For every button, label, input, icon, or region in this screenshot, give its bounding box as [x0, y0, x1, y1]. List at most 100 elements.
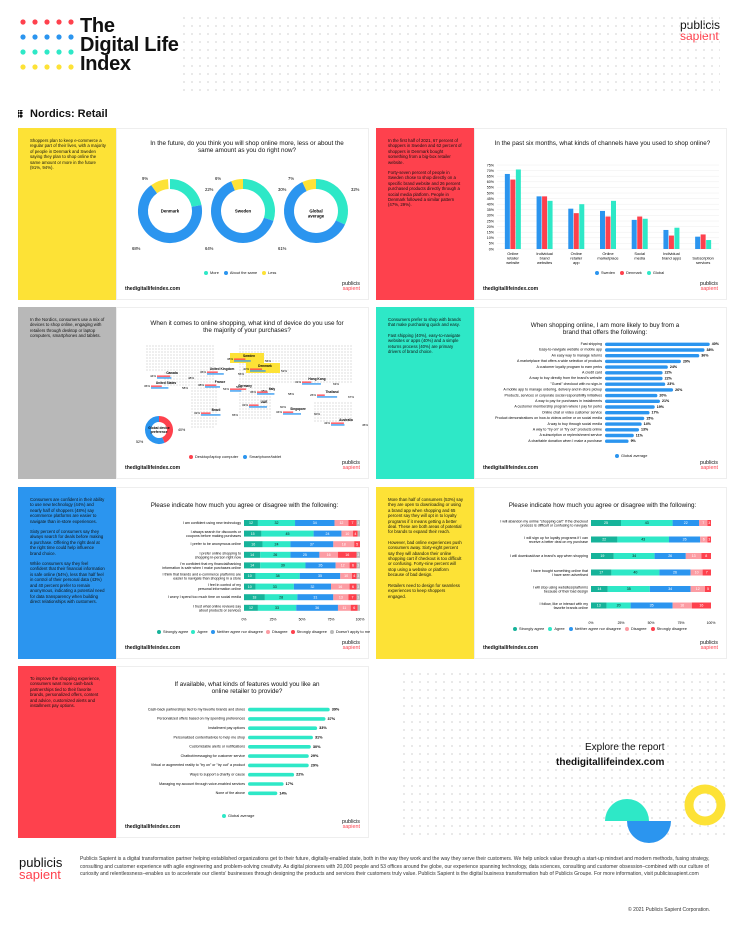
map-dot	[185, 378, 187, 380]
map-dot	[305, 345, 307, 347]
segment-value: 32	[274, 521, 278, 525]
map-dot	[284, 378, 286, 380]
map-dot	[254, 375, 256, 377]
map-dot	[185, 345, 187, 347]
map-dot	[308, 360, 310, 362]
map-dot	[254, 351, 256, 353]
map-dot	[242, 405, 244, 407]
y-tick-label: 65%	[487, 175, 495, 179]
map-dot	[284, 369, 286, 371]
bar-segment	[260, 551, 291, 558]
map-dot	[248, 351, 250, 353]
map-dot	[338, 351, 340, 353]
map-dot	[329, 378, 331, 380]
channels-bar-chart: 0%5%10%15%20%25%30%35%40%45%50%55%60%65%…	[487, 163, 719, 265]
segment-value: 16	[699, 604, 703, 608]
segment-value: 8	[705, 554, 707, 558]
map-dot	[164, 372, 166, 374]
segment-value: 34	[313, 521, 317, 525]
map-dot	[185, 375, 187, 377]
map-dot	[320, 357, 322, 359]
map-dot	[284, 348, 286, 350]
bar-segment	[255, 573, 300, 579]
map-dot	[212, 357, 214, 359]
map-dot	[161, 351, 163, 353]
bar-segment	[591, 602, 607, 609]
map-dot	[200, 372, 202, 374]
map-dot	[284, 351, 286, 353]
map-dot	[329, 420, 331, 422]
map-dot	[326, 375, 328, 377]
bar-desktop	[157, 375, 171, 377]
map-dot	[272, 357, 274, 359]
map-dot	[308, 369, 310, 371]
axis-tick: 100%	[707, 621, 716, 625]
map-dot	[179, 381, 181, 383]
map-dot	[320, 378, 322, 380]
map-dot	[302, 354, 304, 356]
map-dot	[245, 411, 247, 413]
segment-value: 36	[315, 606, 319, 610]
map-dot	[257, 414, 259, 416]
map-dot	[200, 426, 202, 428]
map-dot	[239, 414, 241, 416]
bar-segment	[333, 594, 349, 601]
map-dot	[248, 414, 250, 416]
map-dot	[332, 345, 334, 347]
map-dot	[197, 402, 199, 404]
section-marker	[18, 110, 23, 118]
map-dot	[194, 393, 196, 395]
map-dot	[344, 405, 346, 407]
highlight-box	[230, 353, 264, 363]
map-dot	[209, 345, 211, 347]
map-dot	[350, 411, 352, 413]
segment-value: 40	[633, 571, 637, 575]
map-dot	[251, 345, 253, 347]
map-dot	[194, 399, 196, 401]
map-dot	[200, 381, 202, 383]
map-dot	[347, 417, 349, 419]
map-dot	[332, 369, 334, 371]
explore-link[interactable]: thedigitallifeindex.com	[556, 757, 665, 768]
map-dot	[317, 405, 319, 407]
map-dot	[347, 381, 349, 383]
map-dot	[185, 354, 187, 356]
segment-value: 6	[703, 538, 705, 542]
map-dot	[257, 348, 259, 350]
segment-value: 12	[249, 606, 253, 610]
value-label: 37%	[328, 717, 336, 721]
map-dot	[179, 354, 181, 356]
segment-value: 12	[249, 521, 253, 525]
logo-dot	[32, 64, 38, 70]
map-dot	[215, 399, 217, 401]
bar	[668, 235, 674, 249]
bar-segment	[591, 553, 614, 559]
map-dot	[278, 348, 280, 350]
map-dot	[323, 375, 325, 377]
map-dot	[284, 363, 286, 365]
map-dot	[320, 372, 322, 374]
value-desktop: 43%	[324, 421, 330, 425]
map-dot	[212, 408, 214, 410]
map-dot	[206, 408, 208, 410]
map-dot	[323, 354, 325, 356]
bar-segment	[244, 551, 261, 558]
segment-value: 43	[641, 538, 645, 542]
map-dot	[170, 363, 172, 365]
map-dot	[335, 378, 337, 380]
map-dot	[173, 354, 175, 356]
map-dot	[215, 411, 217, 413]
map-dot	[260, 348, 262, 350]
map-dot	[194, 384, 196, 386]
map-dot	[269, 396, 271, 398]
map-dot	[344, 357, 346, 359]
y-tick-label: 25%	[487, 219, 495, 223]
map-dot	[257, 399, 259, 401]
category-label: Virtual or augmented reality to "try on"…	[151, 763, 245, 767]
map-dot	[203, 417, 205, 419]
x-tick-label: brand	[540, 256, 550, 261]
map-dot	[158, 366, 160, 368]
map-dot	[320, 420, 322, 422]
segment-value: 3	[708, 538, 710, 542]
map-dot	[329, 354, 331, 356]
